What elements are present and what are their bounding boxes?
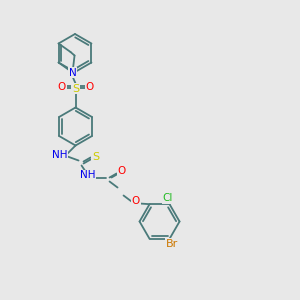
Text: NH: NH (80, 170, 95, 181)
Text: O: O (117, 167, 126, 176)
Text: O: O (57, 82, 66, 92)
Text: Cl: Cl (162, 193, 173, 203)
Text: Br: Br (165, 239, 178, 249)
Text: O: O (85, 82, 94, 92)
Text: NH: NH (52, 149, 67, 160)
Text: O: O (131, 196, 140, 206)
Text: N: N (69, 68, 76, 77)
Text: S: S (72, 83, 79, 94)
Text: S: S (92, 152, 99, 163)
